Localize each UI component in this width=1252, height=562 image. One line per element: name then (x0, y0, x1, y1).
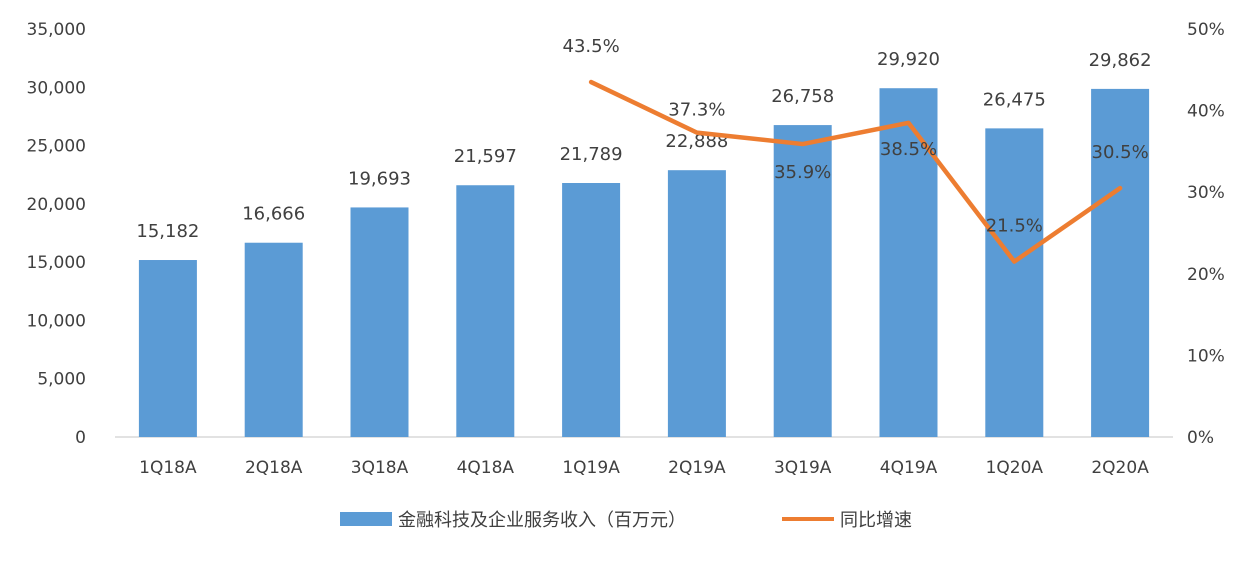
line-value-label: 43.5% (563, 36, 620, 57)
legend: 金融科技及企业服务收入（百万元） 同比增速 (340, 510, 912, 531)
bar (668, 170, 726, 437)
right-tick-label: 50% (1187, 20, 1225, 40)
left-tick-label: 10,000 (27, 311, 86, 331)
right-tick-label: 30% (1187, 183, 1225, 203)
legend-line-label: 同比增速 (840, 510, 912, 531)
x-axis: 1Q18A 2Q18A 3Q18A 4Q18A 1Q19A 2Q19A 3Q19A 4Q19A… (139, 458, 1149, 478)
left-axis: 0 5,000 10,000 15,000 20,000 25,000 30,000 35,0… (27, 20, 86, 448)
legend-bar-swatch (340, 512, 392, 526)
x-tick-label: 2Q18A (245, 458, 303, 478)
bar-value-label: 29,920 (877, 49, 940, 70)
x-tick-label: 1Q18A (139, 458, 197, 478)
line-value-label: 38.5% (880, 139, 937, 160)
bar-series (139, 88, 1149, 437)
line-value-label: 21.5% (986, 216, 1043, 237)
left-tick-label: 15,000 (27, 253, 86, 273)
x-tick-label: 3Q19A (774, 458, 832, 478)
bar-value-label: 21,597 (454, 146, 517, 167)
line-value-label: 35.9% (774, 162, 831, 183)
right-axis: 0% 10% 20% 30% 40% 50% (1187, 20, 1225, 448)
right-tick-label: 40% (1187, 102, 1225, 122)
x-tick-label: 4Q19A (880, 458, 938, 478)
legend-bar-label: 金融科技及企业服务收入（百万元） (398, 510, 686, 531)
left-tick-label: 0 (75, 428, 86, 448)
bar-value-label: 16,666 (242, 204, 305, 225)
left-tick-label: 35,000 (27, 20, 86, 40)
bar (985, 128, 1043, 437)
left-tick-label: 20,000 (27, 195, 86, 215)
x-tick-label: 3Q18A (351, 458, 409, 478)
bar-value-label: 21,789 (560, 144, 623, 165)
bar (1091, 89, 1149, 437)
line-value-label: 37.3% (668, 100, 725, 121)
x-tick-label: 1Q20A (986, 458, 1044, 478)
left-tick-label: 30,000 (27, 78, 86, 98)
bar (562, 183, 620, 437)
bar (351, 207, 409, 437)
x-tick-label: 2Q19A (668, 458, 726, 478)
bar-value-label: 19,693 (348, 168, 411, 189)
right-tick-label: 0% (1187, 428, 1214, 448)
right-tick-label: 20% (1187, 265, 1225, 285)
bar-value-label: 15,182 (136, 221, 199, 242)
bar (245, 243, 303, 437)
bar-value-label: 26,475 (983, 89, 1046, 110)
line-value-label: 30.5% (1092, 142, 1149, 163)
bar (456, 185, 514, 437)
left-tick-label: 5,000 (37, 370, 86, 390)
right-tick-label: 10% (1187, 346, 1225, 366)
x-tick-label: 2Q20A (1091, 458, 1149, 478)
x-tick-label: 1Q19A (562, 458, 620, 478)
left-tick-label: 25,000 (27, 137, 86, 157)
bar (139, 260, 197, 437)
bar-value-label: 29,862 (1089, 50, 1152, 71)
line-data-labels: 43.5% 37.3% 35.9% 38.5% 21.5% 30.5% (563, 36, 1149, 237)
x-tick-label: 4Q18A (457, 458, 515, 478)
bar-value-label: 26,758 (771, 86, 834, 107)
